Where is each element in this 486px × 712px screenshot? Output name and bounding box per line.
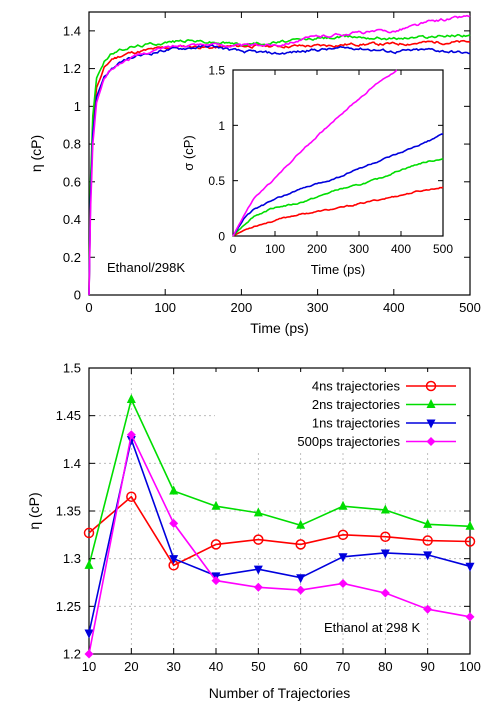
x-tick-label: 50	[251, 659, 265, 674]
x-tick-label: 60	[293, 659, 307, 674]
y-axis-label: η (cP)	[28, 135, 44, 172]
y-tick-label: 1.4	[63, 456, 81, 471]
data-point	[169, 485, 178, 494]
y-tick-label: 0	[218, 230, 225, 244]
sigma-inset-chart: 0 100 200 300 400 500 0 0.5 1 1.5 Time (ps) σ (cP)	[181, 64, 453, 278]
viscosity-trajectories-chart: 10 20 30 40 50 60 70 80 90 100 1.2 1.25 1.3 1.35 1.4 1.…	[26, 361, 481, 702]
x-tick-label: 400	[383, 300, 405, 315]
legend-label: 500ps trajectories	[297, 434, 400, 449]
data-point	[466, 563, 475, 572]
legend-label: 2ns trajectories	[312, 397, 401, 412]
x-tick-label: 400	[391, 242, 411, 256]
y-tick-label: 1.5	[63, 361, 81, 376]
x-tick-label: 300	[349, 242, 369, 256]
x-tick-label: 10	[82, 659, 96, 674]
y-tick-label: 1	[74, 99, 81, 114]
y-tick-label: 0.5	[208, 174, 225, 188]
data-point	[381, 588, 390, 597]
data-point	[296, 574, 305, 583]
x-tick-label: 100	[459, 659, 481, 674]
x-axis-label: Time (ps)	[250, 320, 309, 336]
y-tick-label: 0.2	[63, 250, 81, 265]
legend-label: 4ns trajectories	[312, 379, 401, 394]
y-tick-label: 1.2	[63, 647, 81, 662]
data-point	[339, 579, 348, 588]
y-tick-label: 1	[218, 119, 225, 133]
x-tick-label: 30	[166, 659, 180, 674]
annotation-label: Ethanol at 298 K	[324, 620, 420, 635]
x-tick-label: 40	[209, 659, 223, 674]
y-tick-label: 1.5	[208, 64, 225, 78]
x-tick-label: 0	[230, 242, 237, 256]
y-tick-label: 1.4	[63, 23, 81, 38]
x-tick-label: 70	[336, 659, 350, 674]
x-tick-label: 300	[307, 300, 329, 315]
x-tick-label: 90	[420, 659, 434, 674]
x-tick-label: 500	[459, 300, 481, 315]
x-tick-label: 200	[307, 242, 327, 256]
y-tick-label: 0.8	[63, 137, 81, 152]
x-tick-label: 100	[265, 242, 285, 256]
y-tick-label: 1.25	[56, 599, 81, 614]
data-point	[466, 612, 475, 621]
data-point	[254, 583, 263, 592]
x-axis-label: Number of Trajectories	[209, 685, 351, 701]
x-tick-label: 20	[124, 659, 138, 674]
data-point	[85, 560, 94, 569]
x-tick-label: 200	[231, 300, 253, 315]
data-point	[296, 586, 305, 595]
y-tick-label: 0.6	[63, 174, 81, 189]
x-tick-label: 100	[154, 300, 176, 315]
data-point	[127, 394, 136, 403]
x-tick-label: 0	[85, 300, 92, 315]
y-tick-label: 1.3	[63, 551, 81, 566]
y-tick-label: 0	[74, 288, 81, 303]
annotation-label: Ethanol/298K	[107, 260, 185, 275]
series-line	[89, 497, 470, 566]
y-axis-label: σ (cP)	[181, 135, 196, 170]
y-tick-label: 1.2	[63, 61, 81, 76]
x-axis-label: Time (ps)	[311, 262, 365, 277]
x-tick-label: 500	[433, 242, 453, 256]
legend-label: 1ns trajectories	[312, 416, 401, 431]
x-tick-label: 80	[378, 659, 392, 674]
data-point	[339, 501, 348, 510]
y-axis-label: η (cP)	[26, 492, 42, 529]
y-tick-label: 1.35	[56, 504, 81, 519]
y-tick-label: 0.4	[63, 212, 81, 227]
y-tick-label: 1.45	[56, 408, 81, 423]
data-point	[466, 521, 475, 530]
data-point	[85, 650, 94, 659]
